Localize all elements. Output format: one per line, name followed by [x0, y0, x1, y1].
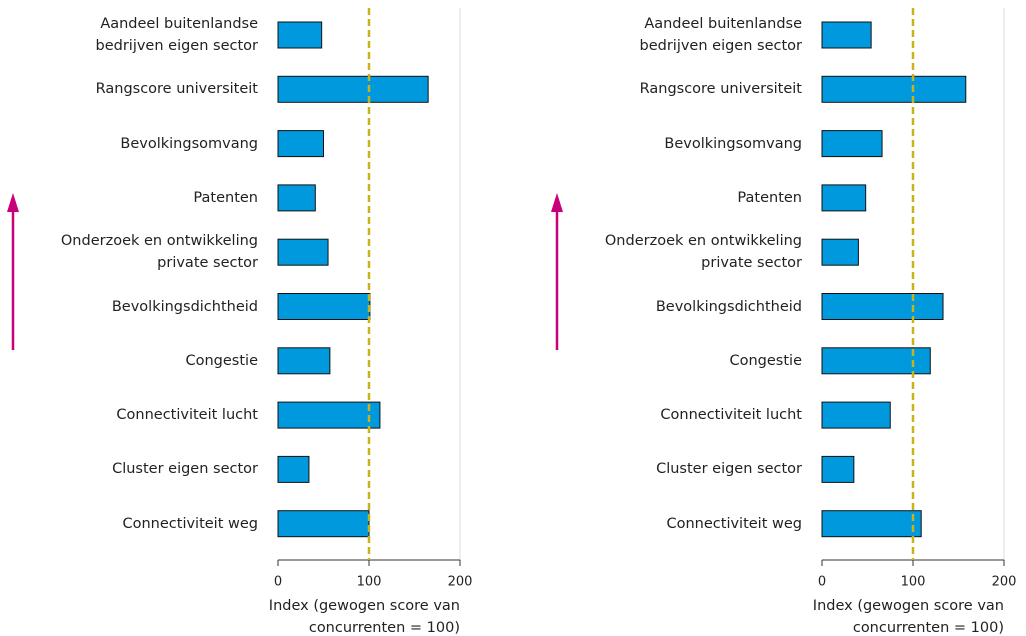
- bar: [277, 184, 316, 212]
- bar: [821, 21, 872, 49]
- y-tick-label: Bevolkingsdichtheid: [655, 298, 802, 315]
- bar: [821, 130, 883, 158]
- y-tick-label: Bevolkingsdichtheid: [111, 298, 258, 315]
- x-tick-label: 0: [274, 575, 282, 590]
- bar: [277, 238, 329, 266]
- bar: [821, 184, 867, 212]
- y-tick-label: Rangscore universiteit: [639, 81, 802, 98]
- y-tick-label: Patenten: [737, 189, 802, 206]
- bar: [277, 347, 331, 375]
- x-tick-label: 0: [818, 575, 826, 590]
- bar: [821, 455, 855, 483]
- bar: [277, 455, 310, 483]
- bar: [821, 75, 967, 103]
- x-tick-label: 200: [448, 575, 473, 590]
- bar: [277, 293, 371, 320]
- y-tick-label: Congestie: [729, 352, 803, 369]
- y-tick-label: Patenten: [193, 189, 258, 206]
- y-tick-label: Connectiviteit weg: [122, 515, 258, 532]
- x-axis-label: Index (gewogen score van concurrenten = …: [268, 598, 460, 636]
- arrow-head: [7, 193, 19, 212]
- bar: [277, 401, 381, 429]
- y-tick-label: Connectiviteit lucht: [660, 407, 802, 424]
- arrow-head: [551, 193, 563, 212]
- y-tick-label: Congestie: [185, 352, 259, 369]
- bar: [277, 510, 370, 538]
- x-tick-label: 200: [992, 575, 1017, 590]
- bar: [821, 238, 859, 266]
- y-tick-label: Rangscore universiteit: [95, 81, 258, 98]
- bar: [821, 293, 944, 320]
- bar: [277, 75, 429, 103]
- y-tick-label: Bevolkingsomvang: [664, 135, 802, 152]
- y-tick-label: Bevolkingsomvang: [120, 135, 258, 152]
- y-tick-label: Cluster eigen sector: [112, 461, 258, 478]
- y-tick-label: Onderzoek en ontwikkeling private sector: [604, 233, 802, 272]
- y-tick-label: Aandeel buitenlandse bedrijven eigen sec…: [95, 16, 259, 54]
- y-tick-label: Aandeel buitenlandse bedrijven eigen sec…: [639, 16, 803, 54]
- y-tick-label: Onderzoek en ontwikkeling private sector: [60, 233, 258, 272]
- y-tick-label: Cluster eigen sector: [656, 461, 802, 478]
- x-tick-label: 100: [901, 575, 926, 590]
- y-tick-label: Connectiviteit weg: [666, 515, 802, 532]
- bar: [821, 510, 922, 538]
- x-axis-label: Index (gewogen score van concurrenten = …: [812, 598, 1004, 636]
- x-tick-label: 100: [357, 575, 382, 590]
- bar: [277, 21, 323, 49]
- y-tick-label: Connectiviteit lucht: [116, 407, 258, 424]
- bar: [277, 130, 324, 158]
- bar: [821, 401, 891, 429]
